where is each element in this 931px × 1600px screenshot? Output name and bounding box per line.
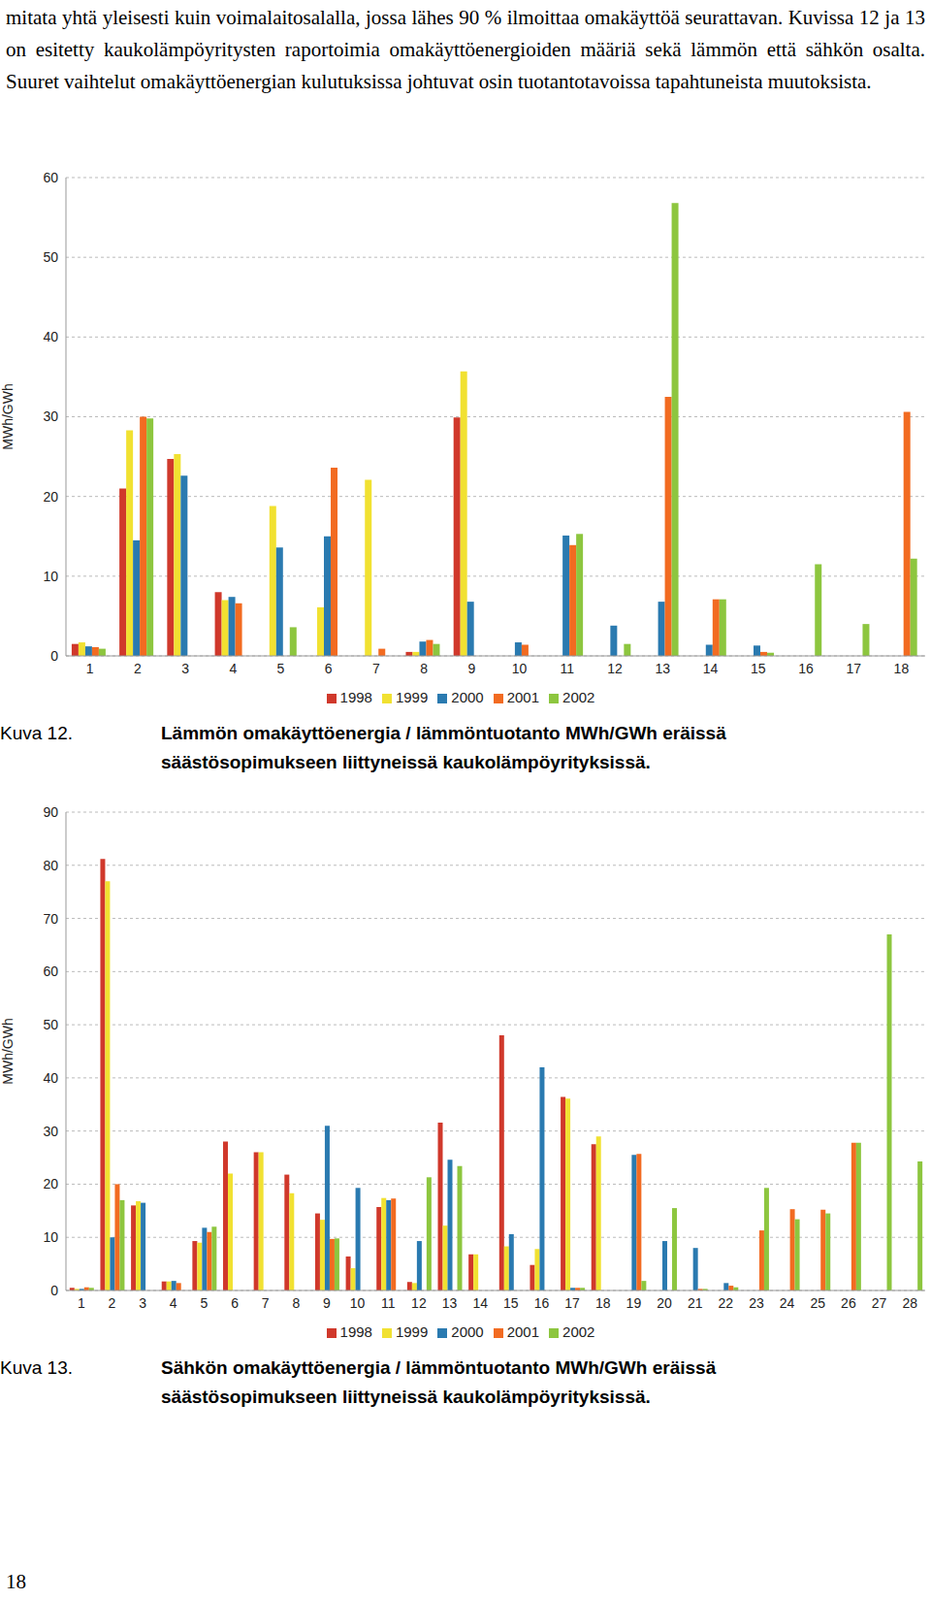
- svg-text:6: 6: [324, 660, 333, 676]
- svg-text:20: 20: [42, 1175, 59, 1191]
- svg-text:15: 15: [750, 660, 767, 676]
- svg-text:1: 1: [86, 660, 95, 676]
- svg-text:30: 30: [42, 1123, 59, 1139]
- svg-text:60: 60: [42, 169, 59, 186]
- svg-text:13: 13: [654, 660, 671, 676]
- html-text:2001: 2001: [506, 1322, 540, 1340]
- svg-text:0: 0: [50, 647, 59, 664]
- svg-text:18: 18: [595, 1294, 611, 1311]
- svg-text:24: 24: [779, 1294, 796, 1311]
- svg-text:12: 12: [607, 660, 623, 676]
- html-text:2002: 2002: [562, 1322, 595, 1340]
- svg-text:9: 9: [467, 660, 476, 676]
- svg-text:28: 28: [901, 1294, 918, 1311]
- svg-text:7: 7: [372, 660, 381, 676]
- svg-text:1: 1: [77, 1294, 86, 1311]
- svg-text:10: 10: [512, 660, 528, 676]
- svg-text:14: 14: [472, 1294, 488, 1311]
- html-text:Kuva 12.: Kuva 12.: [0, 722, 73, 743]
- svg-text:12: 12: [411, 1294, 427, 1311]
- svg-text:70: 70: [42, 910, 59, 927]
- svg-text:6: 6: [230, 1294, 239, 1311]
- html-text:1998: 1998: [340, 1322, 373, 1340]
- html-text:mitata yhtä yleisesti kuin voi: mitata yhtä yleisesti kuin voimalaitosal…: [5, 5, 926, 94]
- html-text:Kuva 13.: Kuva 13.: [0, 1356, 73, 1378]
- svg-text:8: 8: [419, 660, 428, 676]
- svg-text:3: 3: [181, 660, 190, 676]
- svg-text:27: 27: [871, 1294, 888, 1311]
- html-text:18: 18: [5, 1569, 27, 1593]
- svg-text:13: 13: [442, 1294, 458, 1311]
- svg-text:90: 90: [42, 803, 59, 820]
- svg-text:17: 17: [564, 1294, 580, 1311]
- svg-text:17: 17: [845, 660, 862, 676]
- svg-text:5: 5: [199, 1294, 208, 1311]
- svg-text:10: 10: [350, 1294, 366, 1311]
- html-text:1999: 1999: [395, 688, 428, 706]
- svg-text:22: 22: [718, 1294, 735, 1311]
- svg-text:0: 0: [50, 1282, 59, 1298]
- svg-text:16: 16: [798, 660, 814, 676]
- svg-text:MWh/GWh: MWh/GWh: [7, 1017, 16, 1084]
- svg-text:2: 2: [133, 660, 142, 676]
- svg-text:20: 20: [656, 1294, 673, 1311]
- svg-text:30: 30: [42, 408, 59, 424]
- html-text:Lämmön omakäyttöenergia / lämm: Lämmön omakäyttöenergia / lämmöntuotanto…: [160, 722, 727, 772]
- svg-text:4: 4: [228, 660, 237, 676]
- svg-text:2: 2: [108, 1294, 117, 1311]
- html-text:2000: 2000: [451, 688, 484, 706]
- svg-text:25: 25: [809, 1294, 826, 1311]
- svg-text:11: 11: [381, 1294, 396, 1311]
- svg-text:10: 10: [42, 568, 59, 584]
- svg-text:8: 8: [291, 1294, 300, 1311]
- svg-text:21: 21: [687, 1294, 704, 1311]
- svg-text:15: 15: [503, 1294, 519, 1311]
- svg-text:7: 7: [261, 1294, 270, 1311]
- svg-text:18: 18: [894, 660, 910, 676]
- svg-text:60: 60: [42, 963, 59, 979]
- html-text:2001: 2001: [506, 688, 540, 706]
- svg-text:50: 50: [42, 249, 59, 265]
- svg-text:11: 11: [560, 660, 576, 676]
- svg-text:14: 14: [703, 660, 719, 676]
- svg-text:40: 40: [42, 328, 59, 345]
- svg-text:10: 10: [42, 1228, 59, 1245]
- svg-text:40: 40: [42, 1069, 59, 1086]
- html-text:1999: 1999: [395, 1322, 428, 1340]
- svg-text:9: 9: [322, 1294, 331, 1311]
- svg-text:5: 5: [277, 660, 286, 676]
- svg-text:20: 20: [42, 488, 59, 505]
- svg-text:19: 19: [626, 1294, 643, 1311]
- html-text:Sähkön omakäyttöenergia / lämm: Sähkön omakäyttöenergia / lämmöntuotanto…: [160, 1356, 716, 1407]
- svg-text:MWh/GWh: MWh/GWh: [7, 383, 16, 450]
- svg-text:4: 4: [169, 1294, 178, 1311]
- svg-text:50: 50: [42, 1016, 59, 1032]
- svg-text:3: 3: [138, 1294, 147, 1311]
- svg-text:23: 23: [748, 1294, 765, 1311]
- svg-text:26: 26: [840, 1294, 857, 1311]
- svg-text:80: 80: [42, 857, 59, 873]
- html-text:2000: 2000: [451, 1322, 484, 1340]
- html-text:1998: 1998: [340, 688, 373, 706]
- html-text:2002: 2002: [562, 688, 595, 706]
- svg-text:16: 16: [534, 1294, 550, 1311]
